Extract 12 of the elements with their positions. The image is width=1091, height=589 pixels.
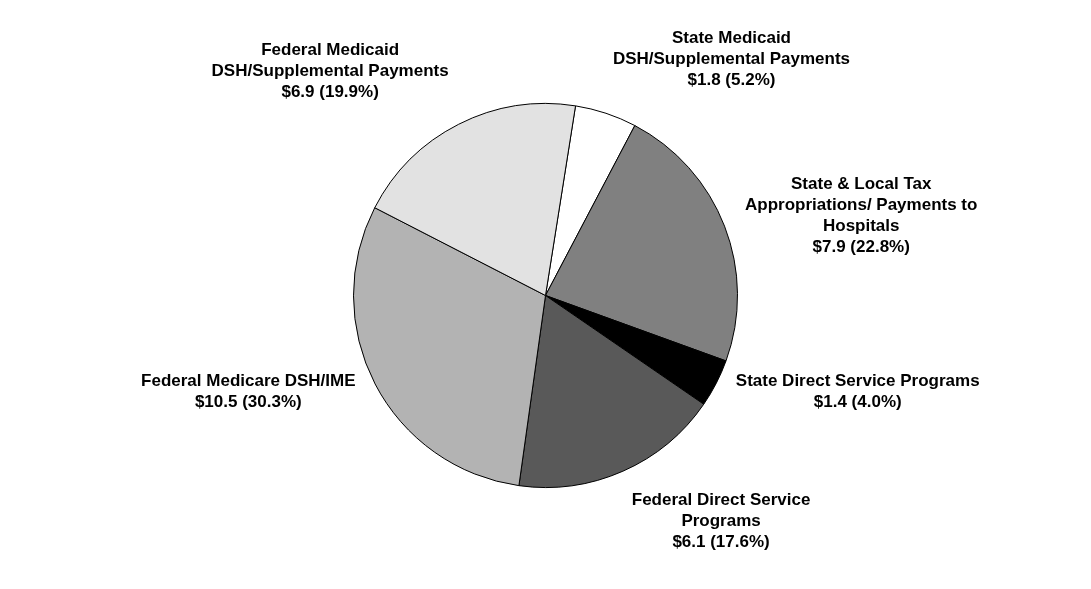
data-label: $1.8 (5.2%) — [687, 69, 776, 89]
slice-label: State Direct Service Programs — [735, 370, 980, 390]
slice-label: Federal Medicaid DSH/Supplemental Payments — [211, 39, 449, 80]
data-label: $10.5 (30.3%) — [194, 392, 302, 412]
data-label: $1.4 (4.0%) — [813, 391, 902, 411]
slice-label: Federal Direct Service Programs — [631, 489, 811, 530]
data-label: $6.9 (19.9%) — [281, 81, 379, 101]
slice-label: State Medicaid DSH/Supplemental Payments — [612, 27, 851, 68]
data-label: $7.9 (22.8%) — [812, 237, 910, 257]
slice-label: State & Local Tax Appropriations/ Payments to Hospitals — [745, 174, 978, 236]
slice-label: Federal Medicare DSH/IME — [141, 371, 356, 391]
data-label: $6.1 (17.6%) — [672, 531, 770, 551]
